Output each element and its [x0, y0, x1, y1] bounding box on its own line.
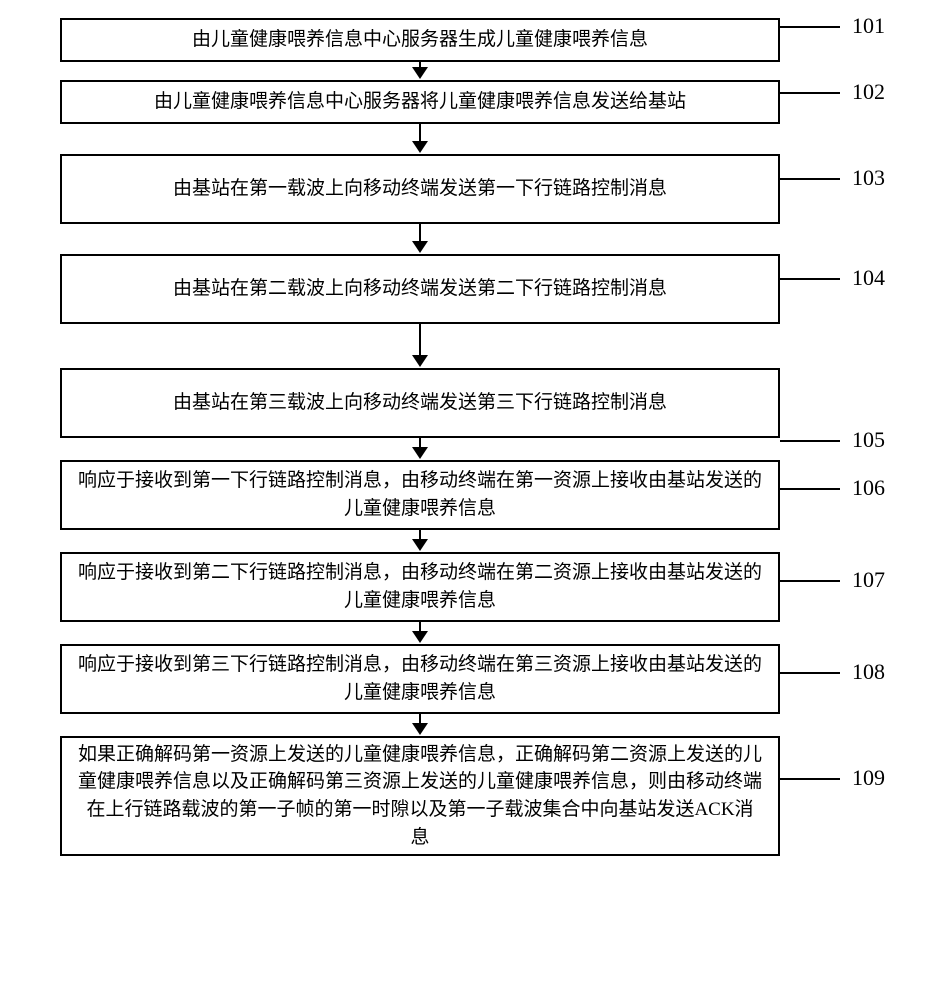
arrow-down-icon — [412, 539, 428, 551]
arrow-down-icon — [412, 241, 428, 253]
step-label-107: 107 — [852, 567, 885, 593]
arrow-down-icon — [412, 723, 428, 735]
flow-arrow — [412, 324, 428, 368]
arrow-down-icon — [412, 355, 428, 367]
lead-line — [780, 778, 840, 780]
lead-line — [780, 672, 840, 674]
flow-step-109: 如果正确解码第一资源上发送的儿童健康喂养信息，正确解码第二资源上发送的儿童健康喂… — [60, 736, 780, 856]
arrow-down-icon — [412, 67, 428, 79]
flow-arrow — [412, 224, 428, 254]
arrow-shaft — [419, 124, 421, 142]
arrow-shaft — [419, 224, 421, 242]
flow-step-text: 如果正确解码第一资源上发送的儿童健康喂养信息，正确解码第二资源上发送的儿童健康喂… — [78, 741, 762, 851]
flow-arrow — [412, 124, 428, 154]
step-label-103: 103 — [852, 165, 885, 191]
step-label-109: 109 — [852, 765, 885, 791]
flow-step-text: 响应于接收到第二下行链路控制消息，由移动终端在第二资源上接收由基站发送的儿童健康… — [78, 559, 762, 614]
flow-step-103: 由基站在第一载波上向移动终端发送第一下行链路控制消息 — [60, 154, 780, 224]
lead-line — [780, 278, 840, 280]
step-label-102: 102 — [852, 79, 885, 105]
step-label-108: 108 — [852, 659, 885, 685]
arrow-down-icon — [412, 141, 428, 153]
lead-line — [780, 26, 840, 28]
arrow-shaft — [419, 324, 421, 356]
flow-arrow — [412, 438, 428, 460]
flow-step-text: 响应于接收到第一下行链路控制消息，由移动终端在第一资源上接收由基站发送的儿童健康… — [78, 467, 762, 522]
lead-line — [780, 488, 840, 490]
flow-step-text: 由基站在第三载波上向移动终端发送第三下行链路控制消息 — [173, 389, 667, 417]
flow-step-text: 响应于接收到第三下行链路控制消息，由移动终端在第三资源上接收由基站发送的儿童健康… — [78, 651, 762, 706]
arrow-down-icon — [412, 447, 428, 459]
arrow-down-icon — [412, 631, 428, 643]
lead-line — [780, 580, 840, 582]
flowchart: 由儿童健康喂养信息中心服务器生成儿童健康喂养信息由儿童健康喂养信息中心服务器将儿… — [60, 18, 780, 856]
flow-step-107: 响应于接收到第二下行链路控制消息，由移动终端在第二资源上接收由基站发送的儿童健康… — [60, 552, 780, 622]
flow-step-105: 由基站在第三载波上向移动终端发送第三下行链路控制消息 — [60, 368, 780, 438]
flow-step-text: 由儿童健康喂养信息中心服务器生成儿童健康喂养信息 — [192, 26, 648, 54]
flow-step-text: 由基站在第一载波上向移动终端发送第一下行链路控制消息 — [173, 175, 667, 203]
flow-step-106: 响应于接收到第一下行链路控制消息，由移动终端在第一资源上接收由基站发送的儿童健康… — [60, 460, 780, 530]
lead-line — [780, 440, 840, 442]
flow-step-101: 由儿童健康喂养信息中心服务器生成儿童健康喂养信息 — [60, 18, 780, 62]
step-label-105: 105 — [852, 427, 885, 453]
flow-arrow — [412, 714, 428, 736]
flow-step-108: 响应于接收到第三下行链路控制消息，由移动终端在第三资源上接收由基站发送的儿童健康… — [60, 644, 780, 714]
flow-step-text: 由儿童健康喂养信息中心服务器将儿童健康喂养信息发送给基站 — [154, 88, 686, 116]
flow-step-102: 由儿童健康喂养信息中心服务器将儿童健康喂养信息发送给基站 — [60, 80, 780, 124]
lead-line — [780, 92, 840, 94]
flow-step-104: 由基站在第二载波上向移动终端发送第二下行链路控制消息 — [60, 254, 780, 324]
flow-arrow — [412, 62, 428, 80]
flow-step-text: 由基站在第二载波上向移动终端发送第二下行链路控制消息 — [173, 275, 667, 303]
flow-arrow — [412, 530, 428, 552]
step-label-104: 104 — [852, 265, 885, 291]
lead-line — [780, 178, 840, 180]
step-label-101: 101 — [852, 13, 885, 39]
flow-arrow — [412, 622, 428, 644]
diagram-canvas: 由儿童健康喂养信息中心服务器生成儿童健康喂养信息由儿童健康喂养信息中心服务器将儿… — [0, 0, 930, 1000]
step-label-106: 106 — [852, 475, 885, 501]
